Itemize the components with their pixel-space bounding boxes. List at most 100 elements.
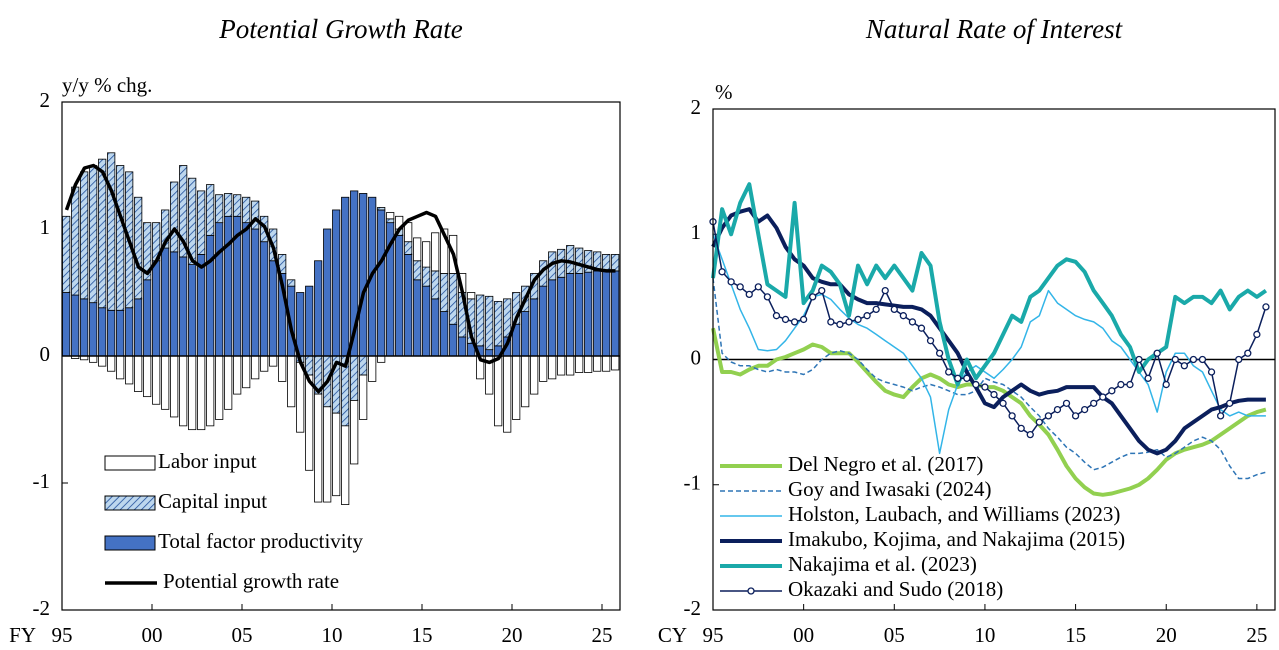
bar-segment: [332, 412, 341, 497]
bar-segment: [341, 425, 350, 505]
y-tick-label: 1: [40, 215, 51, 239]
bar-segment: [89, 355, 98, 363]
x-tick-label: 25: [592, 623, 613, 647]
bar-segment: [287, 279, 296, 287]
bar-segment: [260, 355, 269, 372]
bar-segment: [404, 253, 413, 357]
bar-segment: [305, 285, 314, 357]
series-line: [712, 278, 1267, 480]
bar-segment: [413, 237, 422, 262]
bar-segment: [440, 273, 449, 312]
series-marker: [890, 305, 898, 314]
series-line: [64, 163, 616, 394]
x-tick-label: 20: [1156, 623, 1177, 647]
x-tick-label: 00: [142, 623, 163, 647]
bar-segment: [350, 400, 359, 465]
bar-segment: [296, 361, 305, 433]
bar-segment: [359, 374, 368, 420]
bar-segment: [206, 184, 215, 236]
series-marker: [1162, 380, 1170, 389]
x-tick-label: 95: [703, 623, 724, 647]
bar-segment: [215, 194, 224, 224]
x-tick-label: 05: [232, 623, 253, 647]
bar-segment: [197, 253, 206, 357]
bar-segment: [107, 309, 116, 357]
series-marker: [1198, 355, 1207, 364]
bar-segment: [431, 270, 440, 300]
bar-segment: [557, 276, 566, 357]
series-marker: [1126, 380, 1134, 389]
series-marker: [935, 349, 944, 357]
bar-segment: [575, 247, 584, 274]
series-marker: [1171, 355, 1179, 364]
bar-segment: [269, 355, 278, 367]
series-marker: [1262, 303, 1270, 311]
bar-segment: [107, 152, 116, 311]
bar-segment: [494, 355, 503, 427]
bar-segment: [107, 355, 116, 372]
y-tick-label: 0: [40, 342, 51, 366]
bar-segment: [206, 234, 215, 357]
bar-segment: [566, 245, 575, 274]
legend-swatch: [104, 495, 156, 511]
bar-segment: [287, 355, 296, 408]
bar-segment: [314, 260, 323, 357]
series-marker: [827, 318, 835, 326]
bar-segment: [134, 196, 143, 300]
bar-segment: [368, 355, 377, 382]
bar-segment: [233, 355, 242, 395]
bar-segment: [233, 194, 242, 217]
series-marker: [899, 312, 908, 320]
y-tick-label: 0: [691, 345, 702, 369]
bar-segment: [80, 171, 89, 300]
bar-segment: [188, 177, 197, 265]
bar-segment: [485, 295, 494, 351]
x-tick-label: 00: [793, 623, 814, 647]
bar-segment: [557, 355, 566, 376]
series-marker: [1026, 430, 1034, 439]
series-line: [711, 182, 1268, 387]
bar-segment: [395, 234, 404, 357]
bar-segment: [350, 355, 359, 401]
bar-segment: [602, 355, 611, 372]
bar-segment: [404, 241, 413, 255]
x-tick-label: 95: [52, 623, 73, 647]
series-marker: [772, 312, 781, 320]
bar-segment: [98, 158, 107, 309]
x-tick-label: 20: [502, 623, 523, 647]
series-marker: [990, 390, 998, 399]
series-marker: [917, 324, 926, 332]
bar-segment: [116, 165, 125, 311]
bar-segment: [188, 264, 197, 357]
bar-segment: [422, 266, 431, 287]
series-marker: [926, 337, 935, 345]
legend-label: Del Negro et al. (2017): [788, 452, 983, 476]
y-tick-label: -2: [33, 596, 51, 620]
bar-segment: [98, 307, 107, 357]
bar-segment: [611, 253, 620, 272]
bar-segment: [179, 355, 188, 427]
y-tick-label: 2: [691, 95, 702, 119]
bar-segment: [539, 355, 548, 382]
bar-segment: [62, 292, 71, 357]
y-axis-unit: %: [715, 80, 733, 104]
series-marker: [727, 278, 735, 286]
series-marker: [908, 318, 917, 326]
series-marker: [781, 315, 790, 324]
bar-segment: [269, 260, 278, 357]
series-marker: [1035, 418, 1043, 426]
series-marker: [845, 318, 853, 326]
bar-segment: [566, 355, 575, 376]
chart-title: Natural Rate of Interest: [865, 14, 1124, 44]
series-marker: [718, 268, 726, 276]
bar-segment: [152, 355, 161, 405]
series-marker: [1216, 412, 1225, 420]
bar-segment: [359, 193, 368, 357]
bar-segment: [467, 292, 476, 300]
bar-segment: [503, 355, 512, 433]
series-marker: [736, 283, 744, 291]
series-marker: [809, 293, 817, 301]
bar-segment: [125, 307, 134, 357]
bar-segment: [143, 222, 152, 281]
bar-segment: [521, 355, 530, 408]
